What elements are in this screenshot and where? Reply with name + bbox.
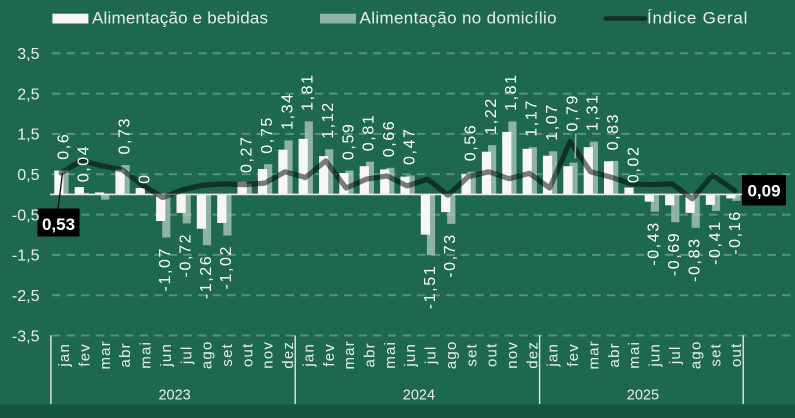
svg-text:0,83: 0,83: [605, 113, 622, 151]
svg-text:nov: nov: [260, 341, 277, 369]
svg-text:-2,5: -2,5: [12, 288, 40, 305]
svg-text:mai: mai: [626, 341, 643, 369]
svg-text:1,07: 1,07: [544, 103, 561, 141]
svg-text:Alimentação no domicílio: Alimentação no domicílio: [360, 9, 557, 28]
svg-text:0,6: 0,6: [55, 133, 72, 160]
svg-text:0,53: 0,53: [42, 215, 75, 234]
svg-text:dez: dez: [524, 341, 541, 369]
svg-text:1,5: 1,5: [17, 127, 39, 144]
svg-text:-0,83: -0,83: [687, 237, 704, 281]
svg-text:-1,07: -1,07: [157, 247, 174, 291]
svg-text:jan: jan: [300, 343, 317, 368]
svg-text:ago: ago: [199, 340, 216, 369]
svg-text:mar: mar: [341, 340, 358, 369]
svg-text:jul: jul: [178, 345, 195, 365]
svg-text:0,73: 0,73: [116, 117, 133, 155]
svg-text:0,79: 0,79: [564, 94, 581, 132]
svg-text:abr: abr: [606, 342, 623, 367]
svg-text:-0,43: -0,43: [646, 221, 663, 265]
svg-text:1,34: 1,34: [279, 92, 296, 130]
svg-text:1,81: 1,81: [503, 73, 520, 111]
svg-text:Alimentação e bebidas: Alimentação e bebidas: [92, 9, 268, 28]
svg-text:jan: jan: [56, 343, 73, 368]
svg-text:0,56: 0,56: [463, 124, 480, 162]
svg-text:3,5: 3,5: [17, 46, 39, 63]
svg-text:fev: fev: [76, 343, 93, 367]
svg-text:1,17: 1,17: [524, 99, 541, 137]
svg-text:2025: 2025: [627, 388, 659, 404]
svg-text:0,59: 0,59: [340, 123, 357, 161]
svg-text:mai: mai: [382, 341, 399, 369]
svg-text:2023: 2023: [158, 388, 190, 404]
svg-text:nov: nov: [504, 341, 521, 369]
svg-text:1,22: 1,22: [483, 97, 500, 135]
svg-text:out: out: [484, 343, 501, 367]
svg-text:2,5: 2,5: [17, 86, 39, 103]
svg-text:-0,41: -0,41: [707, 220, 724, 264]
svg-text:0,09: 0,09: [747, 182, 780, 201]
svg-text:0,81: 0,81: [361, 114, 378, 152]
svg-text:-0,69: -0,69: [666, 232, 683, 276]
svg-text:set: set: [708, 343, 725, 367]
svg-text:0,66: 0,66: [381, 120, 398, 158]
svg-text:0,04: 0,04: [76, 145, 93, 183]
svg-text:-3,5: -3,5: [12, 328, 40, 345]
svg-text:0,47: 0,47: [401, 127, 418, 165]
svg-text:-0,5: -0,5: [12, 207, 40, 224]
svg-text:mai: mai: [137, 341, 154, 369]
svg-text:abr: abr: [117, 342, 134, 367]
svg-text:abr: abr: [361, 342, 378, 367]
svg-text:jul: jul: [423, 345, 440, 365]
svg-text:ago: ago: [687, 340, 704, 369]
svg-text:0,02: 0,02: [625, 146, 642, 184]
svg-text:-1,5: -1,5: [12, 248, 40, 265]
svg-text:jun: jun: [158, 343, 175, 368]
svg-text:fev: fev: [321, 343, 338, 367]
svg-text:1,81: 1,81: [300, 73, 317, 111]
svg-text:jun: jun: [402, 343, 419, 368]
svg-text:mar: mar: [585, 340, 602, 369]
svg-text:-0,16: -0,16: [727, 210, 744, 254]
svg-text:-1,02: -1,02: [218, 245, 235, 289]
svg-text:-0,73: -0,73: [442, 233, 459, 277]
svg-text:out: out: [239, 343, 256, 367]
svg-text:0: 0: [137, 173, 154, 184]
svg-text:0,5: 0,5: [17, 167, 39, 184]
svg-text:jul: jul: [667, 345, 684, 365]
svg-text:2024: 2024: [403, 388, 435, 404]
svg-text:dez: dez: [280, 341, 297, 369]
svg-text:-0,72: -0,72: [178, 233, 195, 277]
svg-text:ago: ago: [443, 340, 460, 369]
svg-text:mar: mar: [97, 340, 114, 369]
svg-text:fev: fev: [565, 343, 582, 367]
svg-text:-1,51: -1,51: [422, 265, 439, 309]
svg-text:set: set: [463, 343, 480, 367]
svg-text:Índice Geral: Índice Geral: [647, 9, 748, 28]
svg-text:0,75: 0,75: [259, 116, 276, 154]
svg-text:out: out: [728, 343, 745, 367]
svg-text:0,27: 0,27: [239, 135, 256, 173]
svg-text:-1,26: -1,26: [198, 255, 215, 299]
svg-text:1,12: 1,12: [320, 101, 337, 139]
svg-text:1,31: 1,31: [585, 94, 602, 132]
svg-text:jun: jun: [646, 343, 663, 368]
svg-text:set: set: [219, 343, 236, 367]
svg-text:jan: jan: [545, 343, 562, 368]
